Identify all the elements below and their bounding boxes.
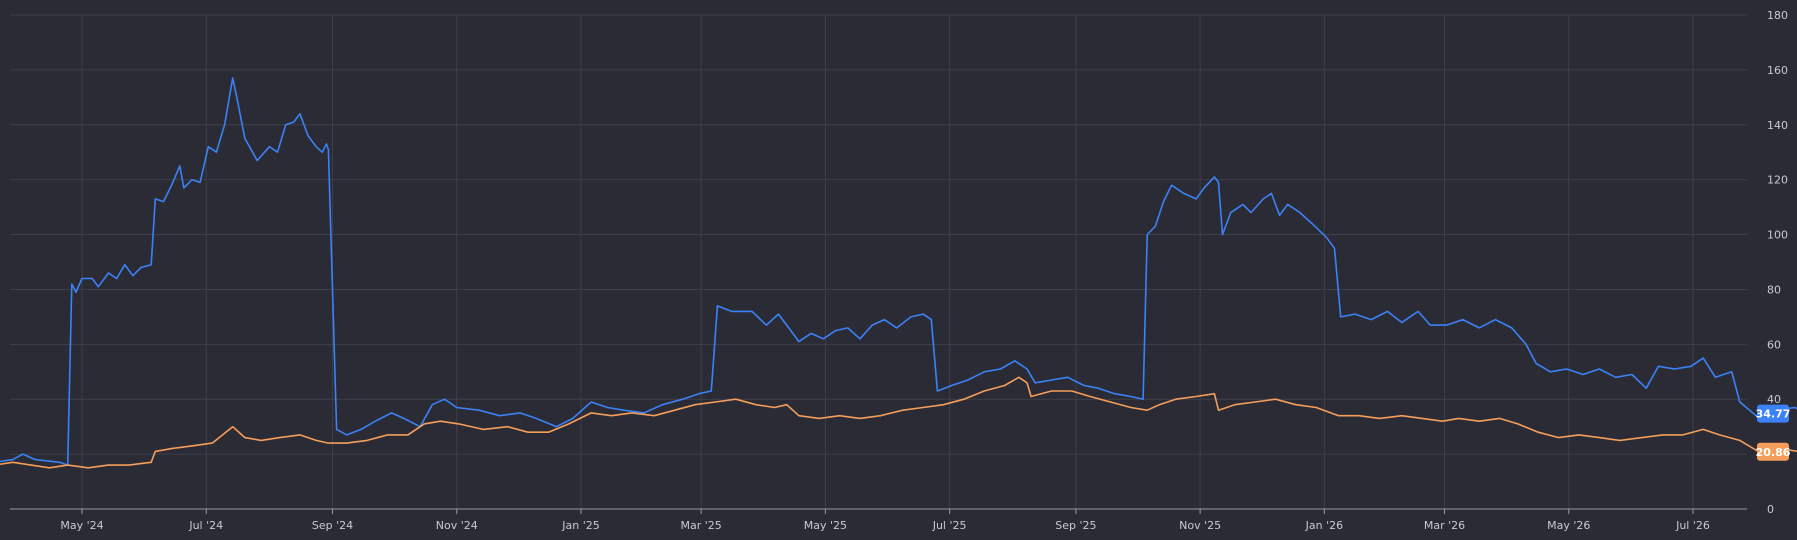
last-value-badge-bg bbox=[1757, 442, 1789, 461]
last-value-badges: 34.77 20.86 bbox=[1756, 404, 1791, 461]
y-tick-label: 100 bbox=[1767, 229, 1788, 242]
y-tick-label: 60 bbox=[1767, 338, 1781, 351]
y-tick-label: 180 bbox=[1767, 9, 1788, 22]
vertical-gridlines bbox=[81, 15, 1694, 514]
last-value-badge-1: 34.77 bbox=[1756, 404, 1791, 423]
x-tick-label: Mar '26 bbox=[1424, 519, 1465, 532]
y-tick-label: 80 bbox=[1767, 283, 1781, 296]
x-tick-label: Jan '26 bbox=[1305, 519, 1343, 532]
x-tick-label: May '26 bbox=[1547, 519, 1590, 532]
x-tick-label: Mar '25 bbox=[681, 519, 722, 532]
x-tick-label: Jul '26 bbox=[1675, 519, 1710, 532]
y-tick-label: 160 bbox=[1767, 64, 1788, 77]
last-value-badge-2: 20.86 bbox=[1756, 442, 1791, 461]
x-tick-label: Nov '25 bbox=[1179, 519, 1221, 532]
x-tick-label: May '24 bbox=[60, 519, 103, 532]
last-value-badge-label: 20.86 bbox=[1756, 446, 1791, 459]
y-tick-label: 0 bbox=[1767, 503, 1774, 516]
series-line-2 bbox=[0, 376, 1797, 469]
x-tick-label: Sep '24 bbox=[312, 519, 353, 532]
y-tick-label: 140 bbox=[1767, 119, 1788, 132]
x-tick-label: May '25 bbox=[804, 519, 847, 532]
y-tick-label: 40 bbox=[1767, 393, 1781, 406]
x-tick-label: Jul '25 bbox=[932, 519, 967, 532]
y-tick-label: 120 bbox=[1767, 174, 1788, 187]
series-lines bbox=[0, 77, 1797, 469]
last-value-badge-bg bbox=[1757, 404, 1789, 423]
x-axis-tick-labels: May '24 Jul '24 Sep '24 Nov '24 Jan '25 Mar '… bbox=[60, 519, 1710, 532]
x-tick-label: Jul '24 bbox=[188, 519, 223, 532]
last-value-badge-label: 34.77 bbox=[1756, 408, 1791, 421]
x-tick-label: Jan '25 bbox=[561, 519, 599, 532]
x-tick-label: Sep '25 bbox=[1055, 519, 1096, 532]
horizontal-gridlines bbox=[10, 14, 1747, 455]
x-tick-label: Nov '24 bbox=[436, 519, 478, 532]
series-line-1 bbox=[0, 77, 1797, 466]
